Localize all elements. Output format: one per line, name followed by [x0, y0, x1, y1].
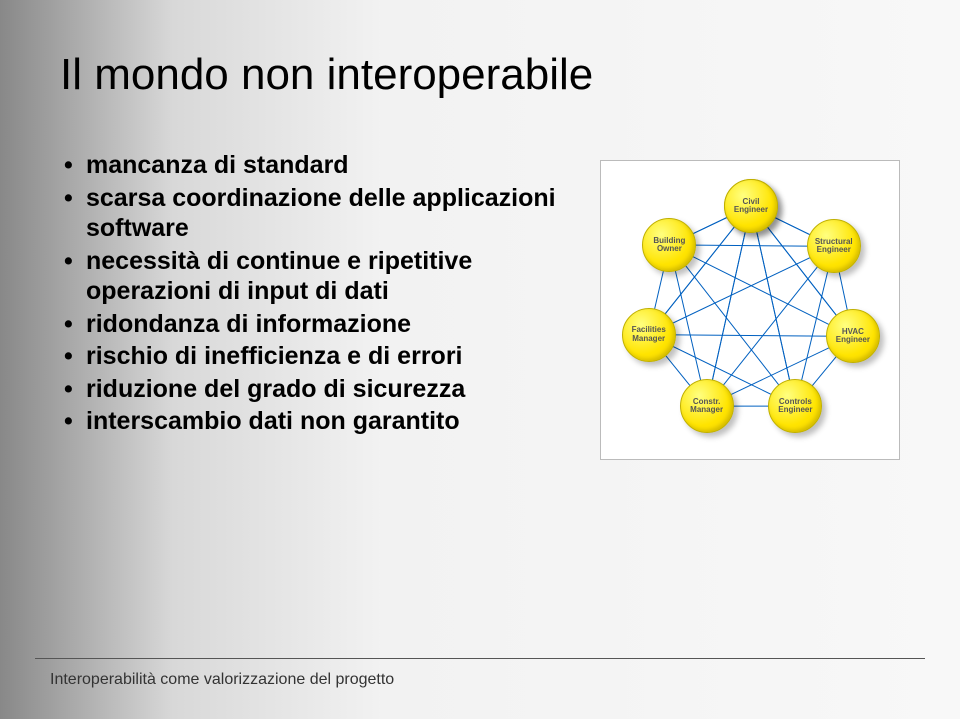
bullet-item: mancanza di standard [60, 150, 590, 181]
network-node: Structural Engineer [807, 219, 861, 273]
network-node: Facilities Manager [622, 308, 676, 362]
slide-title: Il mondo non interoperabile [60, 50, 900, 100]
content-row: mancanza di standard scarsa coordinazion… [60, 150, 900, 460]
slide: Il mondo non interoperabile mancanza di … [0, 0, 960, 719]
bullet-item: scarsa coordinazione delle applicazioni … [60, 183, 590, 244]
network-node: HVAC Engineer [826, 309, 880, 363]
bullet-item: interscambio dati non garantito [60, 406, 590, 437]
bullet-item: necessità di continue e ripetitive opera… [60, 246, 590, 307]
footer-text: Interoperabilità come valorizzazione del… [50, 671, 394, 689]
footer-divider [35, 658, 925, 659]
network-node: Constr. Manager [680, 379, 734, 433]
network-diagram: ArchitectStructural EngineerHVAC Enginee… [600, 160, 900, 460]
bullet-item: ridondanza di informazione [60, 309, 590, 340]
network-node: Building Owner [642, 218, 696, 272]
bullet-list: mancanza di standard scarsa coordinazion… [60, 150, 600, 439]
bullet-item: riduzione del grado di sicurezza [60, 374, 590, 405]
bullet-item: rischio di inefficienza e di errori [60, 341, 590, 372]
network-node: Civil Engineer [724, 179, 778, 233]
